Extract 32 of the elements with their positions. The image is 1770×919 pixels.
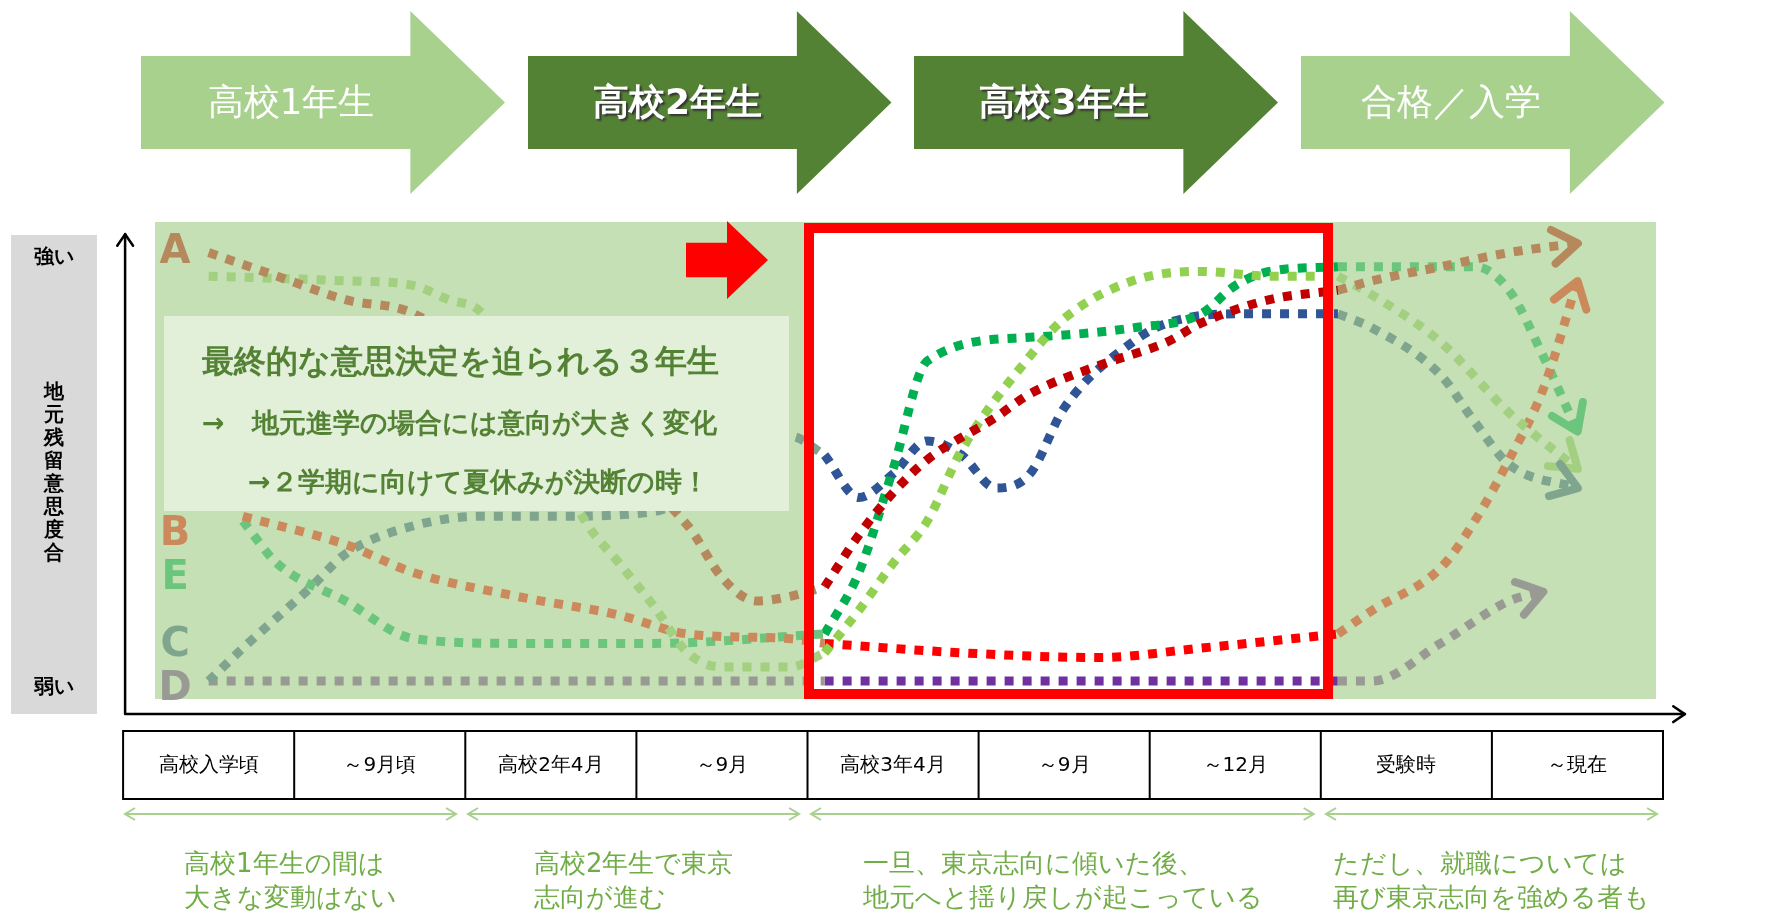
text: 強い bbox=[33, 243, 75, 270]
text: 高校2年生 bbox=[591, 80, 764, 124]
text: ただし、就職については bbox=[1332, 847, 1628, 880]
x-tick-label: ～9月 bbox=[695, 752, 749, 777]
series-label: B bbox=[159, 508, 191, 555]
text: 高校2年生で東京 bbox=[533, 847, 734, 880]
x-tick-label: 受験時 bbox=[1376, 752, 1437, 777]
annotation: → 地元進学の場合には意向が大きく変化 bbox=[202, 406, 718, 440]
x-tick-label: ～現在 bbox=[1547, 752, 1608, 777]
text: 大きな変動はない bbox=[184, 881, 398, 914]
text: 再び東京志向を強める者も bbox=[1332, 881, 1650, 914]
text: 高校1年生 bbox=[206, 80, 376, 124]
x-tick-label: ～9月頃 bbox=[343, 752, 417, 777]
x-tick-label: 高校2年4月 bbox=[498, 752, 604, 777]
series-label: D bbox=[158, 663, 192, 710]
x-tick-label: ～9月 bbox=[1037, 752, 1091, 777]
x-tick-label: 高校入学頃 bbox=[158, 752, 259, 777]
text: 一旦、東京志向に傾いた後、 bbox=[862, 847, 1205, 880]
text: 弱い bbox=[33, 673, 75, 700]
annotation: →２学期に向けて夏休みが決断の時！ bbox=[248, 465, 710, 499]
series-label: C bbox=[160, 619, 190, 666]
x-tick-label: ～12月 bbox=[1202, 752, 1268, 777]
annotation: 最終的な意思決定を迫られる３年生 bbox=[202, 341, 720, 382]
series-label: E bbox=[161, 552, 189, 599]
text: 志向が進む bbox=[533, 881, 667, 914]
text: 合格／入学 bbox=[1359, 80, 1542, 124]
series-label: A bbox=[159, 225, 191, 272]
text: 高校3年生 bbox=[978, 80, 1150, 124]
y-axis-title: 地元残留意思度合 bbox=[43, 379, 65, 566]
text: 地元へと揺り戻しが起こっている bbox=[862, 881, 1263, 914]
text: 高校1年生の間は bbox=[184, 847, 386, 880]
x-tick-label: 高校3年4月 bbox=[840, 752, 946, 777]
